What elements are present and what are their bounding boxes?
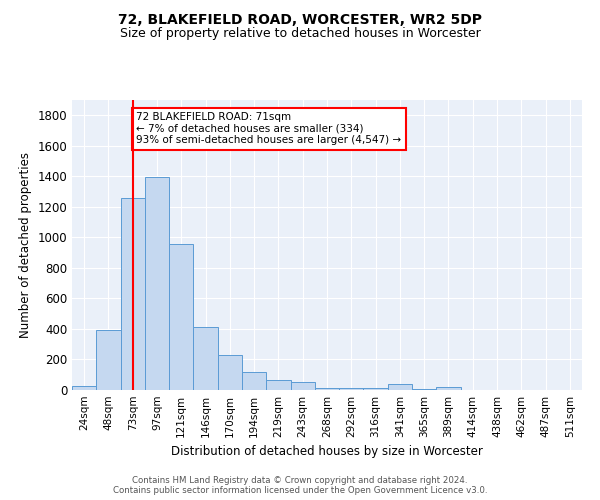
Bar (218, 355, 242, 390)
Bar (145, 177, 169, 390)
Bar (436, 387, 461, 390)
Bar (290, 382, 315, 390)
X-axis label: Distribution of detached houses by size in Worcester: Distribution of detached houses by size … (171, 446, 483, 458)
Bar (364, 388, 388, 390)
Bar (339, 388, 364, 390)
Bar (315, 388, 339, 390)
Text: 72, BLAKEFIELD ROAD, WORCESTER, WR2 5DP: 72, BLAKEFIELD ROAD, WORCESTER, WR2 5DP (118, 12, 482, 26)
Bar (388, 384, 412, 390)
Bar (242, 372, 266, 390)
Bar (193, 328, 218, 390)
Bar (266, 380, 290, 390)
Text: 72 BLAKEFIELD ROAD: 71sqm
← 7% of detached houses are smaller (334)
93% of semi-: 72 BLAKEFIELD ROAD: 71sqm ← 7% of detach… (136, 112, 401, 146)
Text: Size of property relative to detached houses in Worcester: Size of property relative to detached ho… (119, 28, 481, 40)
Text: Contains HM Land Registry data © Crown copyright and database right 2024.
Contai: Contains HM Land Registry data © Crown c… (113, 476, 487, 495)
Bar (121, 198, 145, 390)
Y-axis label: Number of detached properties: Number of detached properties (19, 152, 32, 338)
Bar (412, 389, 436, 390)
Bar (169, 244, 193, 390)
Bar (96, 330, 121, 390)
Bar (72, 386, 96, 390)
